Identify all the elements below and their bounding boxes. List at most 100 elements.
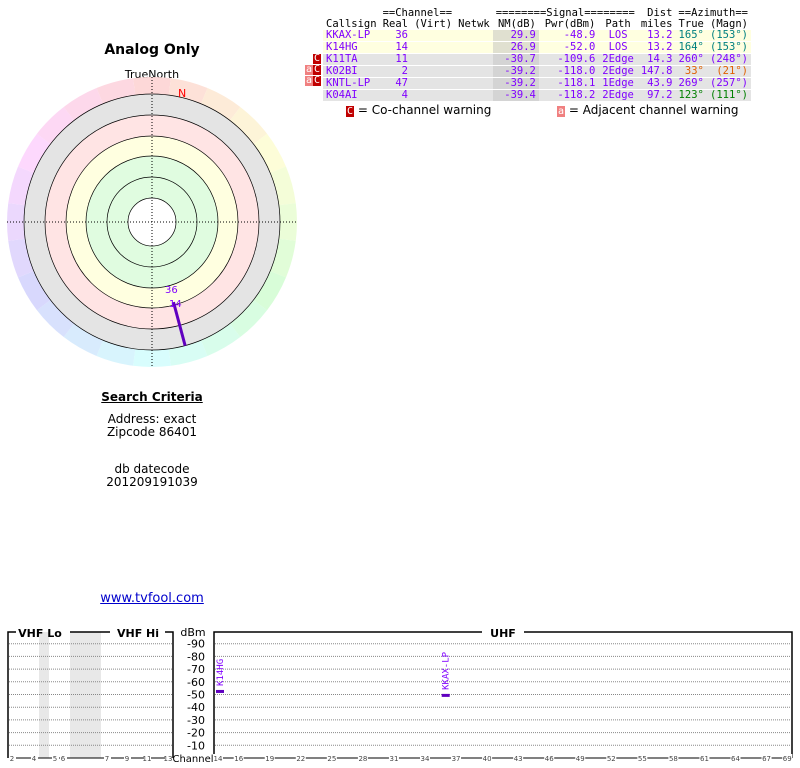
cell-magn: (257°) [706,77,751,90]
cell-path: LOS [598,41,638,54]
x-tick-label: 55 [638,755,647,763]
tick-bg [104,754,111,762]
x-tick-label: 52 [607,755,616,763]
compass-hue-segment [253,133,286,174]
cell-real: 36 [379,30,411,42]
tick-bg [144,754,151,762]
station-row[interactable]: K02BI 2 -39.2 -118.0 2Edge 147.8 33° (21°) [323,65,751,78]
tick-bg [52,754,59,762]
compass-hue-segment [168,340,208,366]
y-tick-label: -80 [187,650,205,663]
cell-pwr: -118.2 [538,89,599,102]
y-tick-label: -70 [187,663,205,676]
polar-plot: N 36 14 [6,77,297,367]
tick-bg [388,754,399,762]
x-axis-label: Channel [172,754,213,765]
cell-path: 2Edge [598,65,638,78]
cell-magn: (248°) [706,53,751,66]
x-tick-label: 43 [514,755,523,763]
tick-bg [326,754,337,762]
tick-bg [264,754,275,762]
tick-bg [668,754,679,762]
cell-callsign: K14HG [323,41,380,54]
tick-bg [544,754,555,762]
cell-dist: 43.9 [637,77,676,90]
adjacent-channel-warning-icon: a [305,64,313,75]
station-row[interactable]: K04AI 4 -39.4 -118.2 2Edge 97.2 123° (111°) [323,89,751,102]
search-address: Address: exact [107,412,197,426]
cell-true: 33° [675,65,707,78]
vhf-frame [7,631,174,758]
co-channel-warning-icon: C [313,53,321,64]
x-tick-label: 28 [358,755,367,763]
miles-header: miles [640,18,673,30]
cell-virt [411,65,456,78]
station-row[interactable]: KNTL-LP 47 -39.2 -118.1 1Edge 43.9 269° (257°) [323,77,751,90]
tick-bg [513,754,524,762]
cell-dist: 14.3 [637,53,676,66]
cell-true: 165° [675,30,707,42]
compass-hue-segment [200,323,241,356]
tick-bg [482,754,493,762]
x-tick-label: 5 [53,755,57,763]
cell-pwr: -118.1 [538,77,599,90]
netwk-header: Netwk [458,18,490,30]
tvfool-link[interactable]: www.tvfool.com [100,591,204,606]
station-table: ==Channel== ========Signal======== Dist … [323,8,751,102]
cell-dist: 13.2 [637,41,676,54]
cell-virt [411,77,456,90]
cell-nm: 29.9 [492,30,539,42]
compass-hue-segment [270,166,296,206]
station-row[interactable]: K14HG 14 26.9 -52.0 LOS 13.2 164° (153°) [323,41,751,54]
compass-hue-segment [133,348,171,367]
x-tick-label: 49 [576,755,585,763]
magn-header: (Magn) [710,18,748,30]
uhf-frame [213,631,793,758]
y-tick-label: -30 [187,714,205,727]
x-tick-label: 58 [669,755,678,763]
x-tick-label: 19 [265,755,274,763]
station-label: 14 [169,299,182,310]
adjacent-channel-warning-icon: a [557,106,566,117]
polar-title: Analog Only [104,42,200,58]
virt-header: (Virt) [414,18,453,30]
cell-netwk [455,41,493,54]
y-axis-label: dBm [180,626,205,639]
cell-real: 47 [379,77,411,90]
x-tick-label: 4 [32,755,37,763]
tick-bg [165,754,172,762]
x-tick-label: 7 [105,755,109,763]
cell-true: 269° [675,77,707,90]
cell-dist: 147.8 [637,65,676,78]
cell-magn: (153°) [706,41,751,54]
tick-bg [60,754,67,762]
compass-hue-segment [96,78,136,104]
cell-netwk [455,30,493,42]
cell-nm: 26.9 [492,41,539,54]
station-row[interactable]: KKAX-LP 36 29.9 -48.9 LOS 13.2 165° (153°) [323,30,751,42]
cell-real: 14 [379,41,411,54]
compass-hue-segment [270,238,296,278]
vhf-hi-label: VHF Hi [117,627,159,640]
compass-hue-segment [36,299,75,338]
x-tick-label: 14 [214,755,223,763]
compass-hue-segment [253,270,286,311]
signal-bar-label: K14HG [216,659,226,686]
y-tick-label: -50 [187,689,205,702]
compass-hue-segment [278,203,297,241]
station-azimuth-line [172,301,187,347]
vhf-lo-label: VHF Lo [18,627,62,640]
x-tick-label: 64 [731,755,740,763]
cell-real: 2 [379,65,411,78]
y-tick-label: -60 [187,676,205,689]
signal-bar-label: KKAX-LP [442,651,452,690]
station-row[interactable]: K11TA 11 -30.7 -109.6 2Edge 14.3 260° (248°) [323,53,751,66]
cell-path: LOS [598,30,638,42]
cell-virt [411,53,456,66]
y-tick-label: -10 [187,739,205,752]
uhf-label: UHF [490,627,516,640]
compass-hue-segment [229,299,268,338]
cell-magn: (153°) [706,30,751,42]
cell-real: 4 [379,89,411,102]
